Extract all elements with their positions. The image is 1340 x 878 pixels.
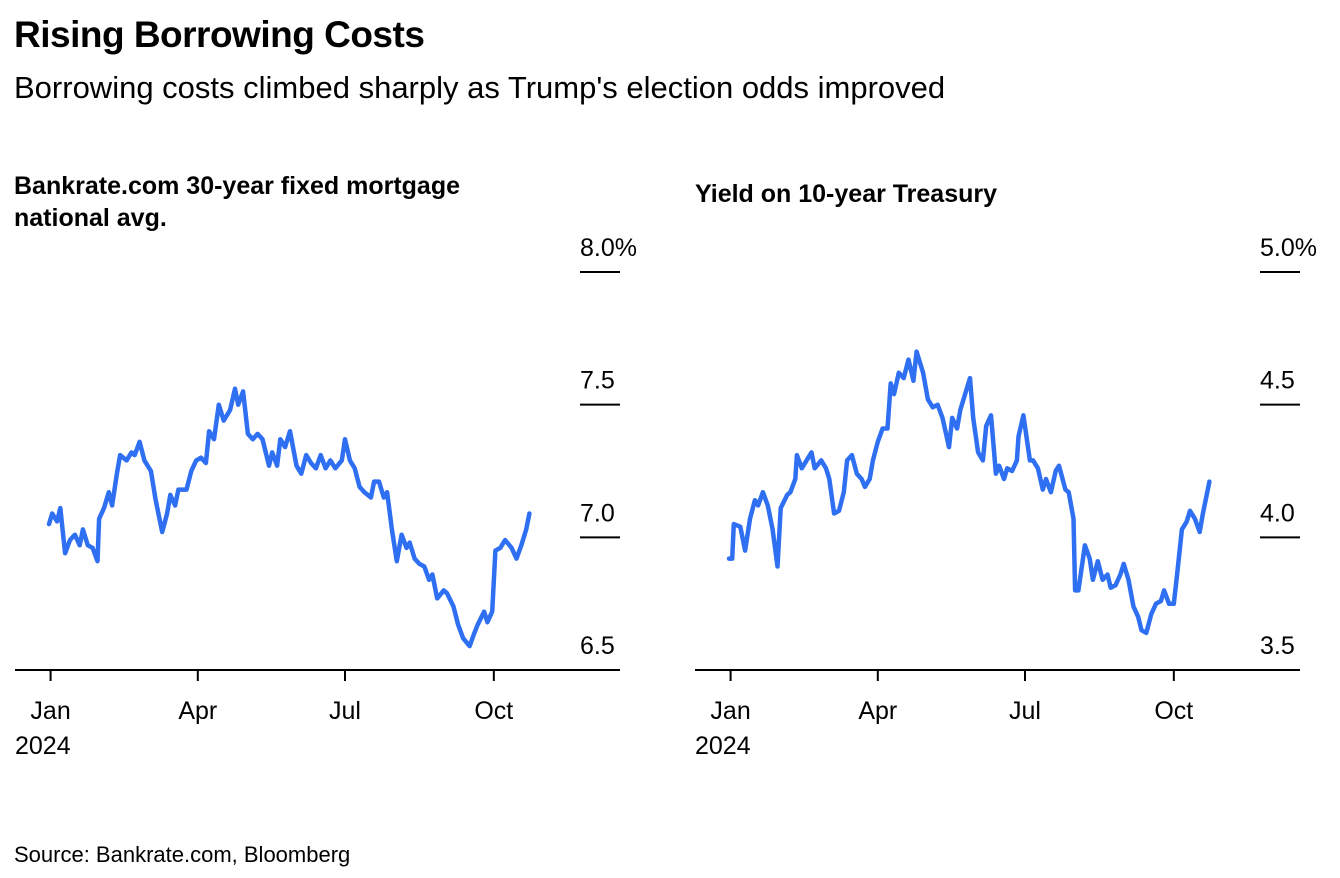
y-tick-label: 4.5 — [1260, 367, 1295, 395]
source: Source: Bankrate.com, Bloomberg — [14, 842, 351, 867]
y-tick-label: 4.0 — [1260, 499, 1295, 527]
x-tick-label: Apr — [178, 697, 217, 725]
x-tick-sublabel: 2024 — [15, 732, 71, 760]
data-line — [46, 386, 532, 649]
y-tick-label: 5.0% — [1260, 234, 1317, 262]
x-tick-label: Jul — [329, 697, 361, 725]
x-tick-label: Oct — [1154, 697, 1193, 725]
y-tick-label: 8.0% — [580, 234, 637, 262]
subtitle: Borrowing costs climbed sharply as Trump… — [14, 70, 946, 105]
y-tick-label: 6.5 — [580, 632, 615, 660]
data-line — [726, 349, 1212, 636]
x-tick-label: Apr — [858, 697, 897, 725]
title: Rising Borrowing Costs — [14, 14, 425, 55]
x-tick-label: Jan — [30, 697, 70, 725]
y-tick-label: 7.5 — [580, 367, 615, 395]
y-tick-label: 7.0 — [580, 499, 615, 527]
x-tick-label: Oct — [474, 697, 513, 725]
y-tick-label: 3.5 — [1260, 632, 1295, 660]
x-tick-label: Jan — [710, 697, 750, 725]
chart-title: Yield on 10-year Treasury — [695, 180, 998, 208]
x-tick-sublabel: 2024 — [695, 732, 751, 760]
x-tick-label: Jul — [1009, 697, 1041, 725]
chart-title: Bankrate.com 30-year fixed mortgage nati… — [14, 172, 461, 232]
